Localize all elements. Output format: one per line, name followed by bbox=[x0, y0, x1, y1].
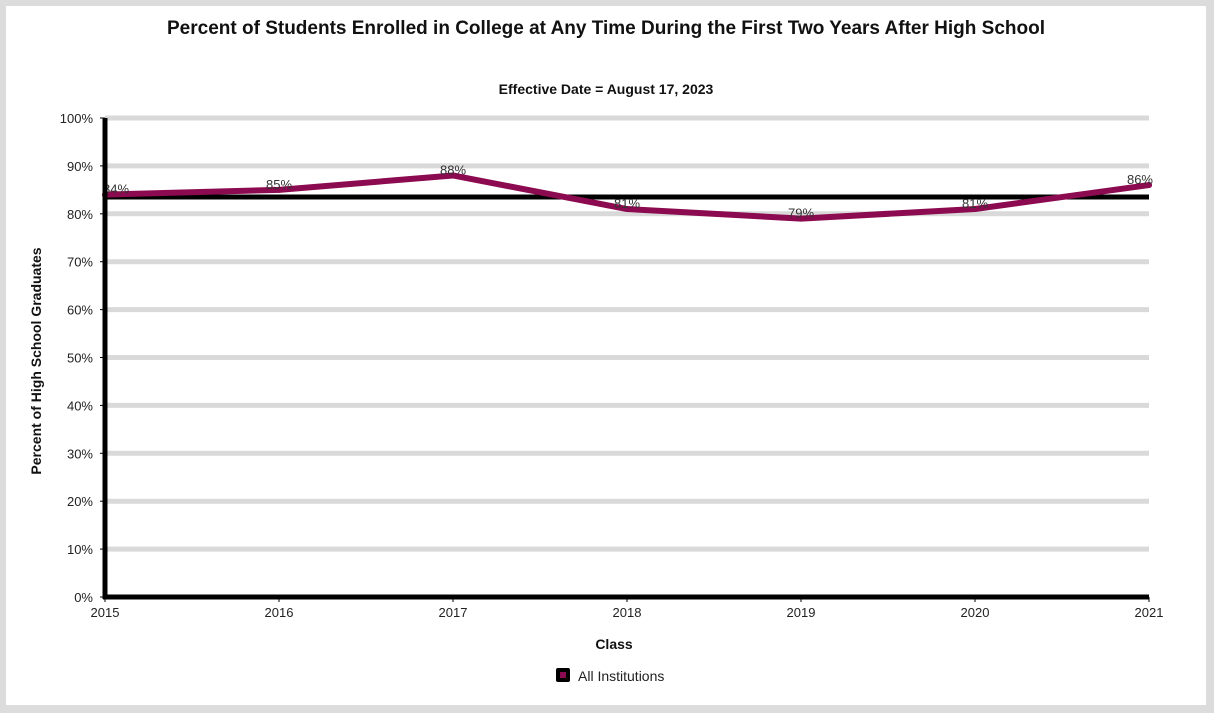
y-axis-title: Percent of High School Graduates bbox=[28, 247, 44, 474]
x-tick-label: 2021 bbox=[1135, 605, 1164, 620]
gridlines bbox=[105, 115, 1149, 552]
x-tick-label: 2017 bbox=[439, 605, 468, 620]
x-tick-label: 2015 bbox=[91, 605, 120, 620]
chart-frame: Percent of Students Enrolled in College … bbox=[6, 6, 1206, 705]
y-tick-label: 70% bbox=[67, 255, 93, 270]
data-point bbox=[450, 172, 456, 179]
data-label: 79% bbox=[788, 206, 814, 221]
x-tick-label: 2019 bbox=[787, 605, 816, 620]
data-point bbox=[798, 215, 804, 222]
y-axis-ticks: 0% 10% 20% 30% 40% 50% 60% 70% 80% 90% 100% bbox=[60, 111, 105, 605]
data-point bbox=[624, 206, 630, 213]
data-label: 86% bbox=[1127, 172, 1153, 187]
x-tick-label: 2020 bbox=[961, 605, 990, 620]
data-point bbox=[276, 186, 282, 193]
chart-subtitle: Effective Date = August 17, 2023 bbox=[499, 81, 714, 97]
x-axis-ticks: 2015 2016 2017 2018 2019 2020 2021 bbox=[91, 597, 1164, 620]
chart-title: Percent of Students Enrolled in College … bbox=[167, 18, 1045, 39]
data-labels: 84% 85% 88% 81% 79% 81% 86% bbox=[103, 162, 1153, 220]
y-tick-label: 20% bbox=[67, 494, 93, 509]
line-chart: Percent of Students Enrolled in College … bbox=[28, 18, 1164, 684]
y-tick-label: 10% bbox=[67, 542, 93, 557]
y-tick-label: 100% bbox=[60, 111, 94, 126]
y-tick-label: 0% bbox=[74, 590, 93, 605]
y-tick-label: 50% bbox=[67, 351, 93, 366]
x-axis-title: Class bbox=[595, 636, 633, 652]
x-tick-label: 2016 bbox=[265, 605, 294, 620]
y-tick-label: 90% bbox=[67, 159, 93, 174]
data-label: 88% bbox=[440, 162, 466, 177]
data-label: 84% bbox=[103, 182, 129, 197]
y-tick-label: 60% bbox=[67, 303, 93, 318]
axes bbox=[102, 118, 1149, 600]
data-label: 81% bbox=[614, 196, 640, 211]
data-point bbox=[972, 206, 978, 213]
legend: All Institutions bbox=[556, 668, 664, 684]
x-tick-label: 2018 bbox=[613, 605, 642, 620]
y-tick-label: 30% bbox=[67, 446, 93, 461]
data-point bbox=[1146, 182, 1152, 189]
data-label: 85% bbox=[266, 177, 292, 192]
legend-swatch bbox=[560, 672, 566, 678]
y-tick-label: 40% bbox=[67, 398, 93, 413]
legend-label: All Institutions bbox=[578, 668, 664, 684]
y-tick-label: 80% bbox=[67, 207, 93, 222]
data-label: 81% bbox=[962, 196, 988, 211]
